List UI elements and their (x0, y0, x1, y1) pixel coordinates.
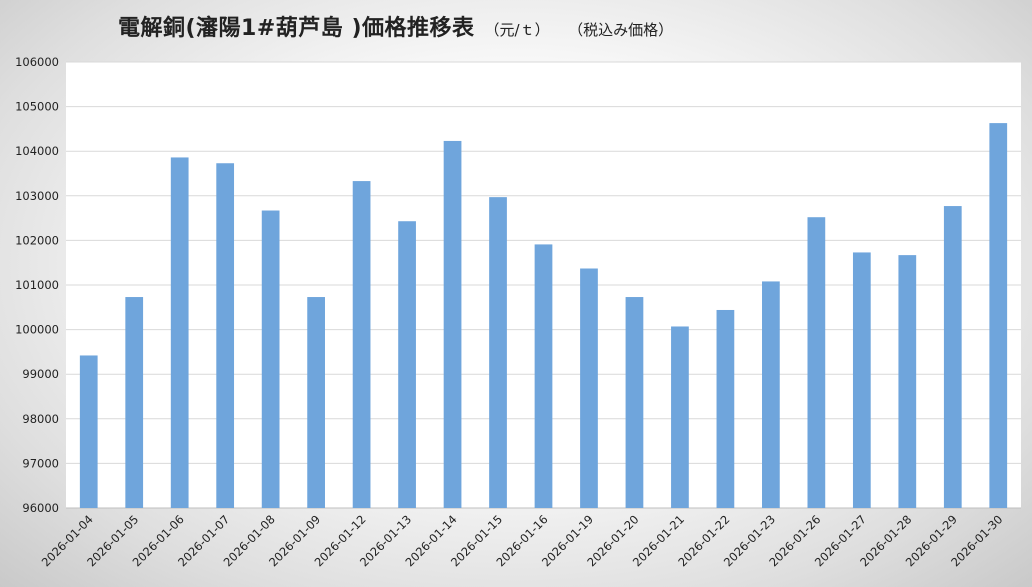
bar (989, 123, 1008, 509)
bars (79, 123, 1008, 509)
y-tick-label: 104000 (15, 144, 59, 158)
bar (534, 244, 553, 508)
bar (807, 217, 826, 508)
y-tick-label: 100000 (15, 323, 59, 337)
bar (216, 163, 235, 508)
bar (79, 355, 98, 508)
bar (125, 297, 144, 508)
y-tick-label: 106000 (15, 55, 59, 69)
bar (762, 281, 780, 508)
bar (671, 326, 689, 508)
chart-title: 電解銅(瀋陽1#葫芦島 )価格推移表 （元/ｔ） （税込み価格） (118, 10, 673, 42)
bar (580, 268, 598, 508)
bar (352, 181, 371, 508)
y-tick-label: 96000 (22, 501, 59, 515)
bar (852, 252, 871, 508)
chart-title-unit: （元/ｔ） (484, 21, 550, 39)
y-tick-label: 98000 (22, 412, 59, 426)
chart-title-main: 電解銅(瀋陽1#葫芦島 )価格推移表 (118, 16, 475, 41)
chart-title-note: （税込み価格） (575, 21, 674, 39)
bar (943, 206, 962, 509)
bar (170, 157, 189, 508)
y-axis-ticks: 96000 97000 98000 99000 100000 101000 102000 10… (15, 55, 59, 515)
bar (898, 255, 917, 508)
y-tick-label: 102000 (15, 233, 59, 247)
bar (398, 221, 416, 509)
y-tick-label: 97000 (22, 456, 59, 470)
bar (625, 297, 644, 508)
x-axis-ticks: 2026-01-042026-01-052026-01-062026-01-07… (39, 512, 1006, 569)
bar (307, 297, 325, 508)
y-tick-label: 105000 (15, 100, 59, 114)
bar (443, 140, 462, 508)
y-tick-label: 103000 (15, 189, 59, 203)
y-tick-label: 101000 (15, 278, 59, 292)
bar (261, 210, 280, 508)
bar (489, 197, 507, 508)
y-tick-label: 99000 (22, 367, 59, 381)
bar (716, 309, 735, 508)
